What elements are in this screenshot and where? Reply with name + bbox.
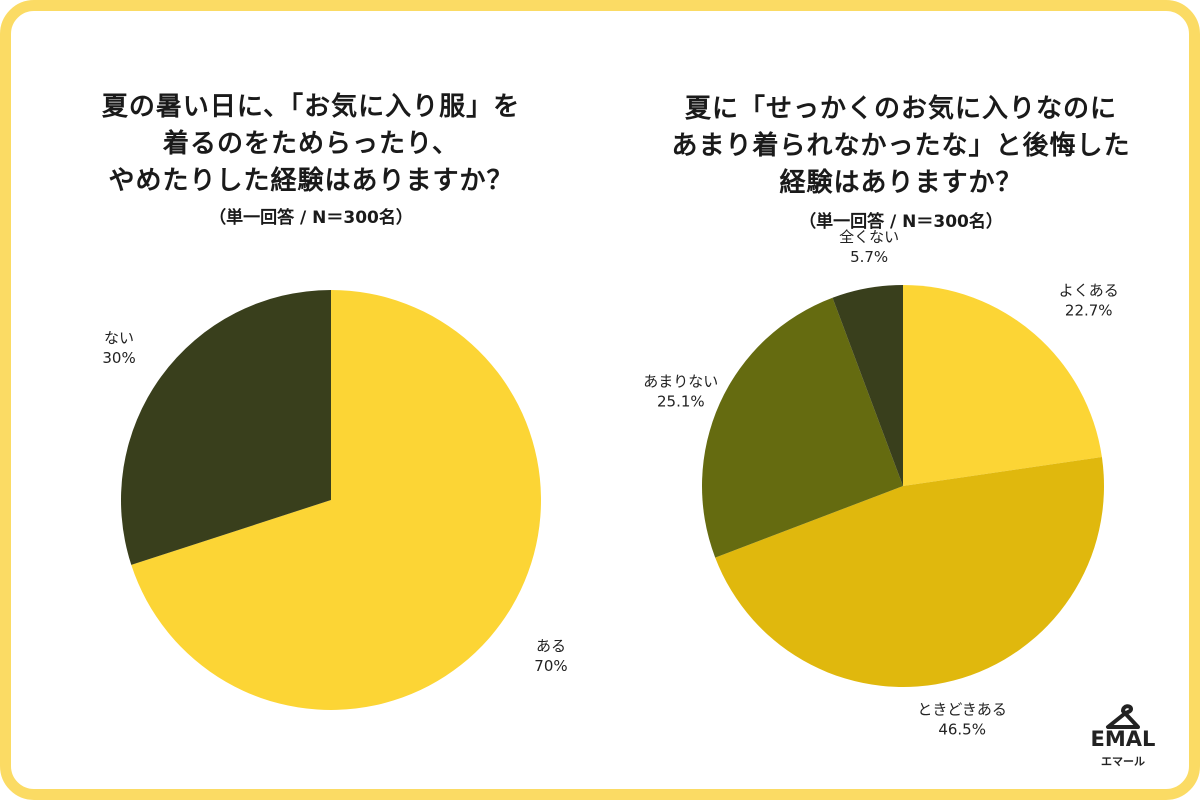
chart2-slice-3 (832, 285, 903, 486)
chart2-title-line: 夏に「せっかくのお気に入りなのに (684, 94, 1117, 124)
chart2-title: 夏に「せっかくのお気に入りなのに あまり着られなかったな」と後悔した 経験はあり… (631, 91, 1171, 202)
chart1-slice-1 (120, 290, 331, 565)
chart1-slice-label: ない (104, 329, 134, 347)
chart1-note: （単一回答 / N＝300名） (209, 208, 413, 228)
hanger-icon (1106, 704, 1140, 729)
logo-brand: EMAL (1090, 727, 1156, 751)
chart2-note: （単一回答 / N＝300名） (799, 212, 1003, 232)
chart2-slice-value: 22.7% (1065, 301, 1113, 319)
emal-logo: EMAL エマール (1087, 701, 1159, 771)
chart1-title-line: やめたりした経験はありますか？ (108, 166, 514, 196)
chart2-title-line: あまり着られなかったな」と後悔した (671, 131, 1131, 161)
pie-charts: ある 70% ない 30% よくある 22.7% ときどきある 46.5% あまりない 25.1%… (102, 228, 1119, 739)
chart2-slice-label: 全くない (839, 228, 899, 246)
chart1-slice-label: ある (536, 637, 566, 655)
chart1-slice-value: 70% (534, 657, 567, 675)
chart2-slice-label: よくある (1059, 281, 1119, 299)
chart1-title: 夏の暑い日に、「お気に入り服」を 着るのをためらったり、 やめたりした経験はあり… (51, 89, 571, 200)
chart2-slice-label: あまりない (643, 372, 718, 390)
chart1-title-line: 夏の暑い日に、「お気に入り服」を (101, 92, 521, 122)
chart2-slice-label: ときどきある (917, 700, 1007, 718)
chart2-slice-2 (702, 297, 903, 558)
chart2-slice-value: 5.7% (850, 248, 888, 266)
chart1-slice-0 (131, 290, 541, 710)
chart2-slice-value: 46.5% (938, 720, 986, 738)
chart1-slice-value: 30% (102, 349, 135, 367)
chart2-slice-value: 25.1% (657, 392, 705, 410)
logo-kana: エマール (1101, 755, 1145, 768)
chart2-slice-1 (715, 457, 1104, 687)
chart1-title-line: 着るのをためらったり、 (163, 129, 459, 159)
chart2-slice-0 (903, 285, 1102, 486)
chart2-title-line: 経験はありますか？ (779, 168, 1023, 198)
